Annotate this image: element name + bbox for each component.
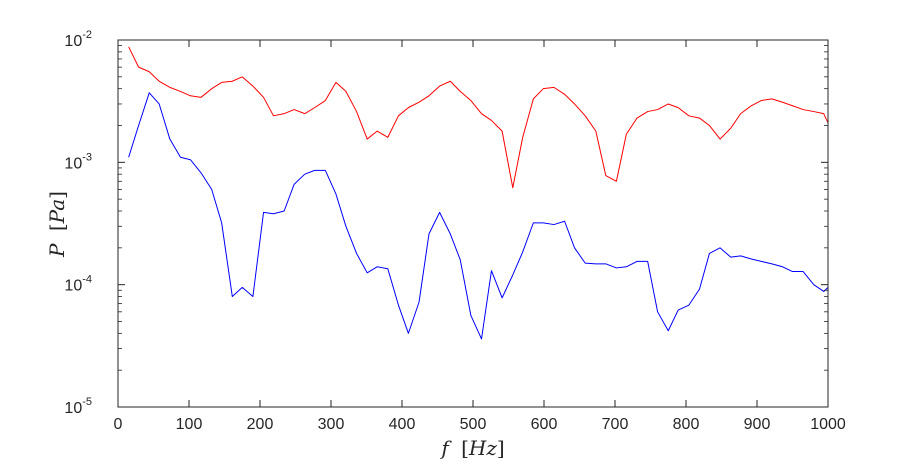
- series-layer: [128, 46, 829, 340]
- series-line-1: [128, 46, 829, 189]
- x-tick-label: 900: [744, 416, 771, 433]
- x-tick-label: 500: [460, 416, 487, 433]
- x-tick-label: 100: [176, 416, 203, 433]
- y-axis-bracket-open: [: [45, 223, 69, 231]
- y-axis-variable: P: [45, 243, 69, 258]
- x-tick-label: 200: [247, 416, 274, 433]
- y-tick-label: 10-2: [64, 29, 92, 50]
- x-axis-bracket-close: ]: [497, 436, 505, 460]
- x-axis-bracket-open: [: [461, 436, 469, 460]
- x-tick-label: 800: [673, 416, 700, 433]
- y-tick-label: 10-5: [64, 396, 92, 417]
- x-tick-label: 400: [389, 416, 416, 433]
- x-tick-label: 1000: [810, 416, 846, 433]
- y-axis-label: P [Pa]: [45, 191, 69, 258]
- plot-area: [118, 40, 828, 407]
- x-axis-label: f [Hz]: [439, 436, 504, 460]
- x-tick-label: 700: [602, 416, 629, 433]
- x-axis-variable: f: [439, 436, 452, 460]
- y-axis-unit: Pa: [45, 199, 69, 224]
- y-tick-label: 10-3: [64, 151, 92, 172]
- x-tick-label: 600: [531, 416, 558, 433]
- y-axis-bracket-close: ]: [45, 191, 69, 199]
- y-tick-label: 10-4: [64, 274, 92, 295]
- x-axis-unit: Hz: [468, 436, 497, 460]
- plot-frame: [117, 39, 829, 408]
- ticks-layer: 0 100 200 300 400 500 600 700 800 900 1000 10-2 10-3…: [64, 29, 845, 433]
- series-line-2: [128, 92, 829, 340]
- x-tick-label: 0: [114, 416, 123, 433]
- x-tick-label: 300: [318, 416, 345, 433]
